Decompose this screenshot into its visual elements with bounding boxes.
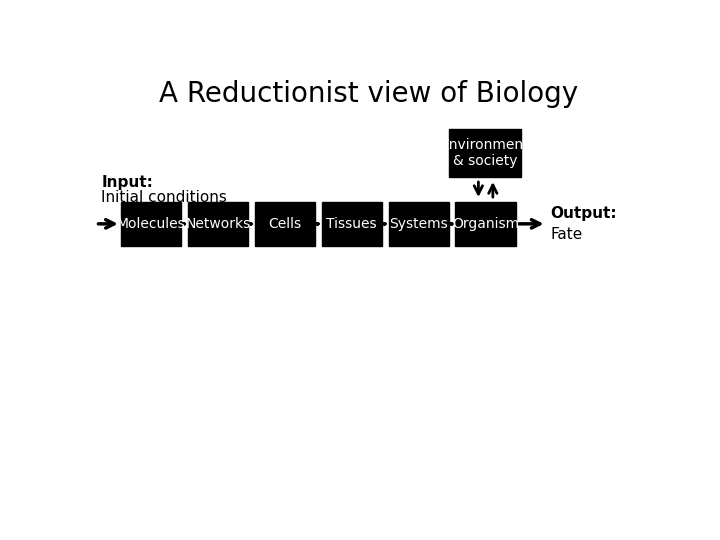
- FancyBboxPatch shape: [389, 202, 449, 246]
- Text: Environment
& society: Environment & society: [441, 138, 529, 168]
- Text: Molecules: Molecules: [117, 217, 185, 231]
- Text: Fate: Fate: [550, 227, 582, 242]
- Text: Systems: Systems: [390, 217, 448, 231]
- FancyBboxPatch shape: [322, 202, 382, 246]
- Text: Tissues: Tissues: [326, 217, 377, 231]
- Text: Cells: Cells: [268, 217, 301, 231]
- Text: A Reductionist view of Biology: A Reductionist view of Biology: [159, 80, 579, 108]
- FancyBboxPatch shape: [449, 129, 521, 177]
- Text: Initial conditions: Initial conditions: [101, 190, 227, 205]
- Text: Input:: Input:: [101, 175, 153, 190]
- Text: Networks: Networks: [185, 217, 251, 231]
- FancyBboxPatch shape: [121, 202, 181, 246]
- FancyBboxPatch shape: [188, 202, 248, 246]
- FancyBboxPatch shape: [456, 202, 516, 246]
- FancyBboxPatch shape: [255, 202, 315, 246]
- Text: Output:: Output:: [550, 206, 617, 221]
- Text: Organism: Organism: [452, 217, 519, 231]
